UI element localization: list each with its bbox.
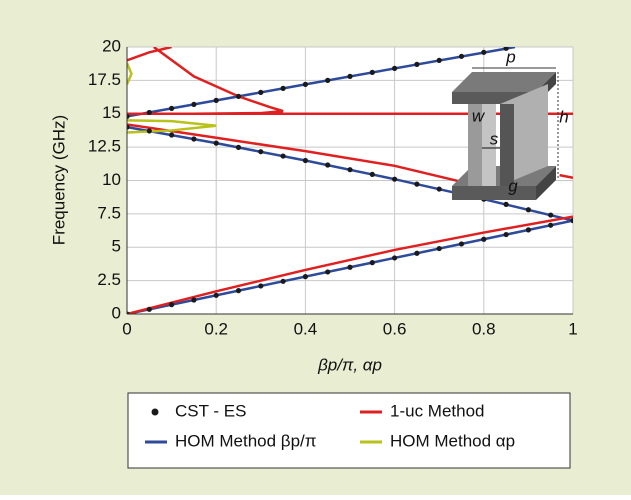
data-point <box>147 128 152 133</box>
data-point <box>459 54 464 59</box>
x-tick-label: 0 <box>122 319 131 338</box>
data-point <box>214 98 219 103</box>
data-point <box>414 62 419 67</box>
data-point <box>526 227 531 232</box>
data-point <box>392 66 397 71</box>
data-point <box>526 207 531 212</box>
y-tick-label: 0 <box>112 303 121 322</box>
data-point <box>303 158 308 163</box>
y-tick-label: 20 <box>102 36 121 55</box>
data-point <box>169 302 174 307</box>
data-point <box>347 167 352 172</box>
legend-marker <box>152 409 159 416</box>
data-point <box>437 246 442 251</box>
data-point <box>414 251 419 256</box>
x-tick-label: 0.8 <box>472 319 496 338</box>
data-point <box>214 293 219 298</box>
data-point <box>281 86 286 91</box>
legend-label: 1-uc Method <box>390 401 485 420</box>
data-point <box>303 274 308 279</box>
y-tick-label: 7.5 <box>97 203 121 222</box>
data-point <box>504 232 509 237</box>
data-point <box>370 70 375 75</box>
x-tick-label: 0.6 <box>383 319 407 338</box>
data-point <box>258 149 263 154</box>
y-tick-label: 10 <box>102 170 121 189</box>
y-tick-label: 2.5 <box>97 270 121 289</box>
y-tick-label: 12.5 <box>88 137 121 156</box>
data-point <box>392 177 397 182</box>
data-point <box>258 283 263 288</box>
data-point <box>437 58 442 63</box>
data-point <box>347 74 352 79</box>
inset-label: h <box>559 107 568 126</box>
data-point <box>191 102 196 107</box>
data-point <box>325 162 330 167</box>
data-point <box>169 132 174 137</box>
data-point <box>169 106 174 111</box>
data-point <box>392 255 397 260</box>
data-point <box>236 288 241 293</box>
data-point <box>147 110 152 115</box>
legend-label: HOM Method βp/π <box>175 431 317 450</box>
data-point <box>325 269 330 274</box>
data-point <box>258 90 263 95</box>
page: p h w s g Frequency (GHz) βp/π, αp 0 0.2 0… <box>0 0 631 500</box>
x-tick-label: 1 <box>568 319 577 338</box>
x-tick-label: 0.4 <box>294 319 318 338</box>
data-point <box>548 212 553 217</box>
data-point <box>281 153 286 158</box>
chart: p h w s g Frequency (GHz) βp/π, αp 0 0.2 0… <box>0 0 631 495</box>
y-tick-label: 15 <box>102 103 121 122</box>
y-tick-label: 17.5 <box>88 70 121 89</box>
data-point <box>481 50 486 55</box>
data-point <box>347 265 352 270</box>
inset-label: g <box>508 176 518 195</box>
x-tick-label: 0.2 <box>204 319 228 338</box>
legend-label: HOM Method αp <box>390 431 515 450</box>
data-point <box>548 223 553 228</box>
data-point <box>481 237 486 242</box>
y-tick-label: 5 <box>112 237 121 256</box>
inset-label: s <box>490 129 499 148</box>
data-point <box>303 82 308 87</box>
inset-label: w <box>472 106 486 125</box>
data-point <box>147 307 152 312</box>
data-point <box>504 202 509 207</box>
data-point <box>325 78 330 83</box>
data-point <box>236 145 241 150</box>
data-point <box>370 172 375 177</box>
data-point <box>281 279 286 284</box>
inset-label: p <box>505 47 515 66</box>
x-axis-label: βp/π, αp <box>317 355 382 374</box>
data-point <box>370 260 375 265</box>
data-point <box>437 186 442 191</box>
data-point <box>214 141 219 146</box>
data-point <box>236 94 241 99</box>
y-axis-label: Frequency (GHz) <box>49 115 68 245</box>
data-point <box>459 241 464 246</box>
data-point <box>191 297 196 302</box>
legend-label: CST - ES <box>175 401 246 420</box>
data-point <box>191 136 196 141</box>
data-point <box>414 182 419 187</box>
